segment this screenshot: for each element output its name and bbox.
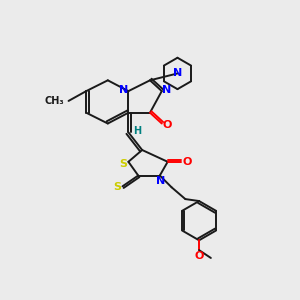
Text: S: S bbox=[119, 159, 128, 169]
Text: N: N bbox=[119, 85, 128, 95]
Text: O: O bbox=[163, 121, 172, 130]
Text: H: H bbox=[133, 126, 141, 136]
Text: O: O bbox=[183, 157, 192, 167]
Text: N: N bbox=[173, 68, 182, 78]
Text: N: N bbox=[162, 85, 171, 95]
Text: N: N bbox=[156, 176, 165, 186]
Text: O: O bbox=[194, 251, 204, 261]
Text: S: S bbox=[114, 182, 122, 192]
Text: CH₃: CH₃ bbox=[45, 96, 64, 106]
